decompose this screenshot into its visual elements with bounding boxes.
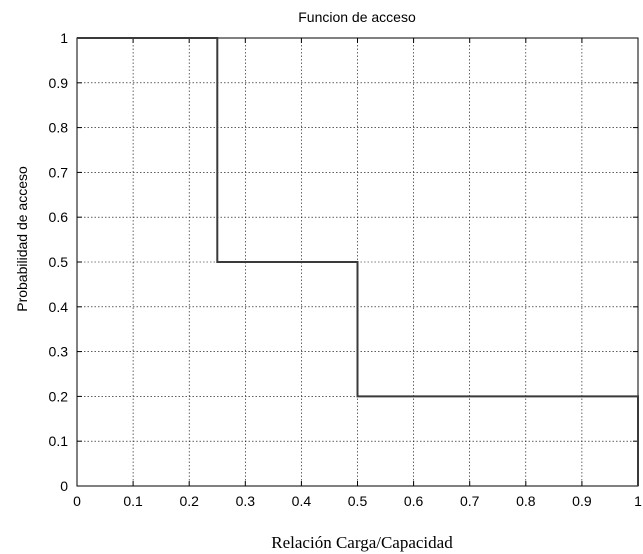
y-tick-label: 0.6 (49, 209, 69, 225)
y-tick-label: 0.5 (49, 254, 69, 270)
x-tick-label: 0.7 (460, 493, 480, 509)
y-tick-label: 0.8 (49, 120, 69, 136)
x-tick-label: 0.2 (179, 493, 199, 509)
y-tick-label: 0.7 (49, 164, 69, 180)
x-tick-label: 0.9 (572, 493, 592, 509)
y-tick-label: 0.4 (49, 299, 69, 315)
y-tick-label: 0 (60, 478, 68, 494)
x-tick-label: 0.3 (236, 493, 256, 509)
x-tick-label: 1 (634, 493, 642, 509)
y-tick-label: 0.1 (49, 433, 69, 449)
y-tick-label: 1 (60, 30, 68, 46)
series-layer (77, 37, 639, 486)
y-axis-label: Probabilidad de acceso (14, 166, 30, 312)
axis-ticks: 0 0.1 0.2 0.3 0.4 0.5 0.6 0.7 0.8 0.9 1 0 0.1 0.2 0.3 0… (49, 30, 643, 509)
x-tick-label: 0 (73, 493, 81, 509)
y-tick-label: 0.2 (49, 388, 69, 404)
series-line (77, 37, 639, 486)
y-tick-label: 0.3 (49, 344, 69, 360)
x-tick-label: 0.6 (404, 493, 424, 509)
y-tick-label: 0.9 (49, 75, 69, 91)
x-tick-label: 0.8 (516, 493, 536, 509)
x-axis-label: Relación Carga/Capacidad (271, 533, 453, 552)
x-tick-label: 0.4 (292, 493, 312, 509)
x-tick-label: 0.1 (123, 493, 143, 509)
x-tick-label: 0.5 (348, 493, 368, 509)
chart-title: Funcion de acceso (298, 9, 416, 25)
